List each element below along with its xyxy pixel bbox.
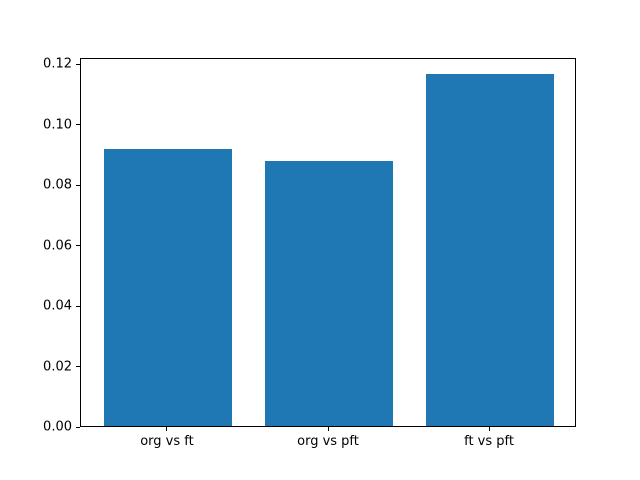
y-tick-label: 0.04 bbox=[43, 298, 72, 314]
y-tick-label: 0.10 bbox=[43, 117, 72, 133]
y-tick-mark bbox=[76, 245, 80, 247]
x-tick-mark bbox=[327, 427, 329, 432]
y-tick-label: 0.06 bbox=[43, 238, 72, 254]
y-tick-mark bbox=[76, 366, 80, 368]
plot-area bbox=[80, 57, 576, 428]
y-tick-label: 0.02 bbox=[43, 359, 72, 375]
x-tick-mark bbox=[488, 427, 490, 432]
y-tick-mark bbox=[76, 124, 80, 126]
bar-org-vs-pft bbox=[264, 160, 394, 427]
x-tick-label: ft vs pft bbox=[464, 434, 514, 450]
y-tick-mark bbox=[76, 426, 80, 428]
y-tick-label: 0.12 bbox=[43, 56, 72, 72]
y-tick-mark bbox=[76, 305, 80, 307]
x-tick-label: org vs ft bbox=[140, 434, 194, 450]
y-tick-label: 0.08 bbox=[43, 177, 72, 193]
x-tick-mark bbox=[166, 427, 168, 432]
y-tick-mark bbox=[76, 63, 80, 65]
bar-ft-vs-pft bbox=[425, 74, 555, 427]
bar-org-vs-ft bbox=[103, 149, 233, 427]
x-tick-label: org vs pft bbox=[297, 434, 359, 450]
y-tick-mark bbox=[76, 184, 80, 186]
y-tick-label: 0.00 bbox=[43, 419, 72, 435]
